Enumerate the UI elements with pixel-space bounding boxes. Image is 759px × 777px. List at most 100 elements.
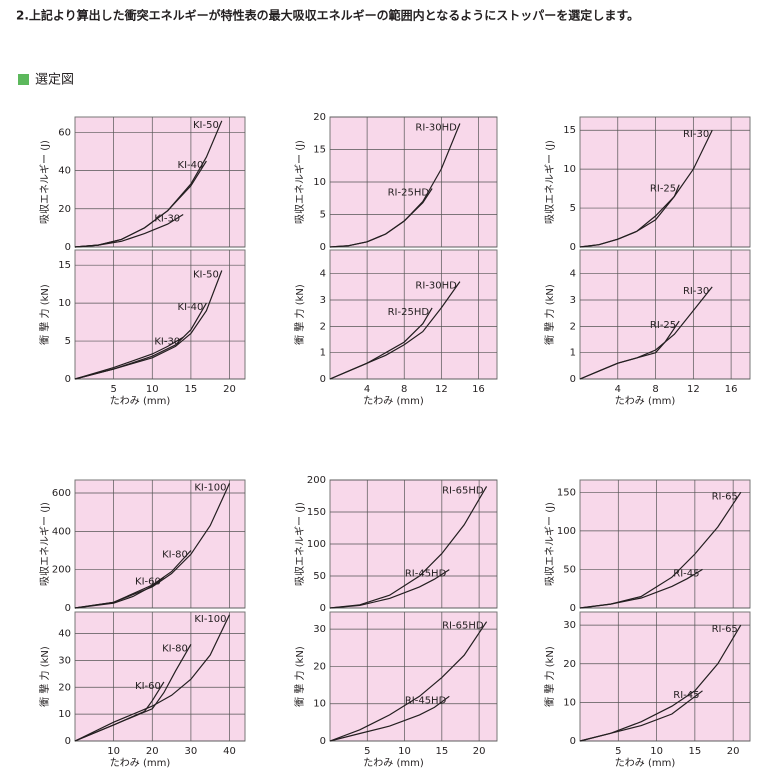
y-axis-label: 衝 撃 力 (kN) xyxy=(38,646,51,707)
y-axis-label: 吸収エネルギー (J) xyxy=(544,502,556,586)
y-tick-label: 200 xyxy=(307,475,326,486)
plot-area xyxy=(579,249,751,380)
y-tick-label: 0 xyxy=(65,603,71,614)
x-tick-label: 15 xyxy=(435,746,448,757)
plot-area xyxy=(329,611,498,742)
x-tick-label: 16 xyxy=(725,384,738,395)
curve-label: RI-30HD xyxy=(415,123,457,134)
y-tick-label: 0 xyxy=(320,374,326,385)
curve xyxy=(74,213,184,248)
section-icon xyxy=(18,74,29,85)
x-tick-label: 5 xyxy=(615,746,621,757)
plot-area xyxy=(74,116,246,248)
y-tick-label: 0 xyxy=(65,374,71,385)
curve-label: KI-50 xyxy=(193,120,219,131)
curve-label: RI-45 xyxy=(673,690,699,701)
y-tick-label: 20 xyxy=(563,659,576,670)
x-tick-label: 5 xyxy=(110,384,116,395)
y-tick-label: 5 xyxy=(65,336,71,347)
x-tick-label: 20 xyxy=(473,746,486,757)
y-tick-label: 60 xyxy=(58,127,71,138)
curve-label: RI-25 xyxy=(650,184,676,195)
curve-label: KI-100 xyxy=(194,482,226,493)
x-tick-label: 8 xyxy=(401,384,407,395)
y-tick-label: 200 xyxy=(52,565,71,576)
y-tick-label: 20 xyxy=(58,204,71,215)
curve-label: RI-45 xyxy=(673,568,699,579)
y-tick-label: 5 xyxy=(570,203,576,214)
plot-area xyxy=(579,116,751,248)
y-tick-label: 100 xyxy=(307,539,326,550)
x-axis-label: たわみ (mm) xyxy=(110,395,171,407)
plot-area xyxy=(329,249,498,380)
x-tick-label: 20 xyxy=(146,746,159,757)
curve-label: KI-60 xyxy=(135,576,161,587)
curve-label: RI-65 xyxy=(712,491,738,502)
y-axis-label: 吸収エネルギー (J) xyxy=(294,502,306,586)
y-tick-label: 20 xyxy=(58,682,71,693)
y-tick-label: 30 xyxy=(563,620,576,631)
curve xyxy=(579,320,680,380)
curve-label: RI-65 xyxy=(712,624,738,635)
curve xyxy=(74,336,184,380)
y-tick-label: 0 xyxy=(570,242,576,253)
x-tick-label: 12 xyxy=(687,384,700,395)
curve xyxy=(74,614,231,742)
curve-label: KI-50 xyxy=(193,269,219,280)
y-tick-label: 4 xyxy=(570,269,576,280)
x-tick-label: 16 xyxy=(472,384,485,395)
curve-label: KI-80 xyxy=(162,643,188,654)
plot-area xyxy=(579,479,751,609)
curve xyxy=(329,188,433,248)
curve xyxy=(579,690,703,742)
y-tick-label: 10 xyxy=(563,164,576,175)
plot-area xyxy=(74,479,246,609)
x-tick-label: 10 xyxy=(398,746,411,757)
x-tick-label: 10 xyxy=(107,746,120,757)
x-tick-label: 10 xyxy=(146,384,159,395)
y-tick-label: 40 xyxy=(58,166,71,177)
y-tick-label: 50 xyxy=(563,564,576,575)
y-axis-label: 衝 撃 力 (kN) xyxy=(293,646,306,707)
y-tick-label: 0 xyxy=(570,736,576,747)
heading: 2.上記より算出した衝突エネルギーが特性表の最大吸収エネルギーの範囲内となるよう… xyxy=(16,8,639,23)
y-axis-label: 吸収エネルギー (J) xyxy=(39,140,51,224)
curve-label: RI-25 xyxy=(650,320,676,331)
x-tick-label: 30 xyxy=(185,746,198,757)
x-tick-label: 10 xyxy=(650,746,663,757)
curve xyxy=(579,568,703,609)
x-tick-label: 12 xyxy=(435,384,448,395)
y-tick-label: 50 xyxy=(313,571,326,582)
y-tick-label: 1 xyxy=(320,348,326,359)
y-tick-label: 2 xyxy=(320,321,326,332)
y-axis-label: 衝 撃 力 (kN) xyxy=(543,284,556,345)
y-tick-label: 150 xyxy=(307,507,326,518)
curve-label: RI-30 xyxy=(683,129,709,140)
y-tick-label: 0 xyxy=(320,736,326,747)
curve-label: RI-30 xyxy=(683,286,709,297)
curve xyxy=(329,621,488,742)
x-tick-label: 15 xyxy=(185,384,198,395)
y-axis-label: 衝 撃 力 (kN) xyxy=(293,284,306,345)
x-tick-label: 5 xyxy=(364,746,370,757)
y-tick-label: 10 xyxy=(563,697,576,708)
curve xyxy=(74,576,165,609)
plot-area xyxy=(74,611,246,742)
curve-label: RI-45HD xyxy=(405,569,447,580)
curve-label: KI-100 xyxy=(194,614,226,625)
y-tick-label: 0 xyxy=(65,736,71,747)
y-tick-label: 10 xyxy=(58,298,71,309)
curve xyxy=(74,302,207,380)
y-tick-label: 0 xyxy=(65,242,71,253)
curve-label: KI-60 xyxy=(135,681,161,692)
y-axis-label: 衝 撃 力 (kN) xyxy=(38,284,51,345)
x-axis-label: たわみ (mm) xyxy=(110,757,171,769)
curve-label: KI-30 xyxy=(154,336,180,347)
x-tick-label: 4 xyxy=(364,384,370,395)
curve-label: RI-65HD xyxy=(442,621,484,632)
x-axis-label: たわみ (mm) xyxy=(615,757,676,769)
x-axis-label: たわみ (mm) xyxy=(363,395,424,407)
curve-label: RI-30HD xyxy=(415,281,457,292)
